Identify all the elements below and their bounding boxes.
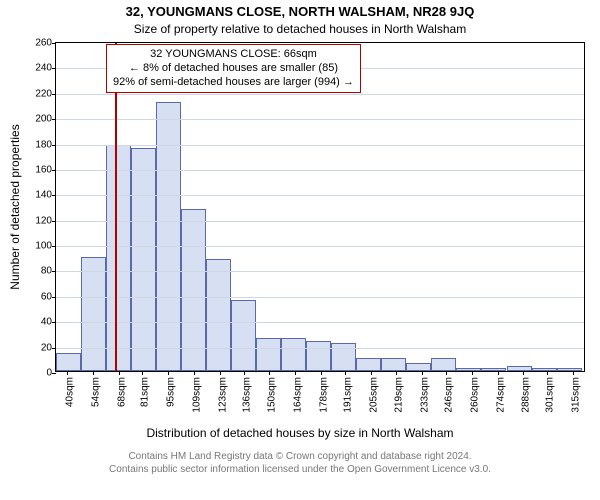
- callout-line-2: ← 8% of detached houses are smaller (85): [113, 62, 354, 76]
- x-tick-label: 260sqm: [463, 377, 480, 413]
- callout-line-3: 92% of semi-detached houses are larger (…: [113, 76, 354, 90]
- gridline: [56, 246, 584, 247]
- gridline: [56, 297, 584, 298]
- x-tick-label: 288sqm: [515, 377, 532, 413]
- x-tick-mark: [422, 371, 423, 375]
- bar: [256, 338, 281, 371]
- attribution-line-1: Contains HM Land Registry data © Crown c…: [0, 450, 600, 463]
- gridline: [56, 322, 584, 323]
- x-tick-mark: [269, 371, 270, 375]
- attribution-line-2: Contains public sector information licen…: [0, 463, 600, 476]
- bar: [456, 368, 481, 371]
- x-tick-mark: [472, 371, 473, 375]
- x-axis-title: Distribution of detached houses by size …: [0, 426, 600, 440]
- gridline: [56, 94, 584, 95]
- y-tick-mark: [52, 246, 56, 247]
- x-tick-mark: [194, 371, 195, 375]
- bar: [306, 341, 331, 371]
- y-axis-title: Number of detached properties: [8, 124, 22, 289]
- x-tick-mark: [244, 371, 245, 375]
- bar: [231, 300, 256, 371]
- bar: [481, 368, 506, 371]
- x-tick-label: 81sqm: [134, 377, 151, 407]
- gridline: [56, 271, 584, 272]
- callout-line-1: 32 YOUNGMANS CLOSE: 66sqm: [113, 48, 354, 62]
- x-tick-label: 164sqm: [287, 377, 304, 413]
- x-tick-mark: [93, 371, 94, 375]
- x-tick-mark: [371, 371, 372, 375]
- bar: [56, 353, 81, 371]
- y-tick-mark: [52, 348, 56, 349]
- x-tick-label: 40sqm: [59, 377, 76, 407]
- gridline: [56, 145, 584, 146]
- gridline: [56, 221, 584, 222]
- y-tick-mark: [52, 271, 56, 272]
- x-tick-mark: [321, 371, 322, 375]
- x-tick-label: 246sqm: [438, 377, 455, 413]
- x-tick-mark: [295, 371, 296, 375]
- bar: [106, 145, 131, 371]
- x-tick-mark: [396, 371, 397, 375]
- x-tick-label: 95sqm: [160, 377, 177, 407]
- gridline: [56, 119, 584, 120]
- bar: [381, 358, 406, 371]
- x-tick-label: 191sqm: [336, 377, 353, 413]
- x-tick-mark: [345, 371, 346, 375]
- x-tick-mark: [547, 371, 548, 375]
- y-tick-mark: [52, 170, 56, 171]
- bar: [431, 358, 456, 371]
- bar: [81, 257, 106, 371]
- x-tick-label: 233sqm: [414, 377, 431, 413]
- x-tick-mark: [523, 371, 524, 375]
- x-tick-label: 301sqm: [539, 377, 556, 413]
- bar: [356, 358, 381, 371]
- x-tick-label: 150sqm: [261, 377, 278, 413]
- y-tick-mark: [52, 94, 56, 95]
- bar: [131, 148, 156, 371]
- x-tick-mark: [119, 371, 120, 375]
- y-tick-mark: [52, 221, 56, 222]
- x-tick-label: 315sqm: [565, 377, 582, 413]
- x-tick-mark: [498, 371, 499, 375]
- x-tick-label: 274sqm: [489, 377, 506, 413]
- attribution-text: Contains HM Land Registry data © Crown c…: [0, 450, 600, 476]
- x-tick-label: 205sqm: [362, 377, 379, 413]
- bar: [156, 102, 181, 371]
- x-tick-mark: [142, 371, 143, 375]
- callout-box: 32 YOUNGMANS CLOSE: 66sqm ← 8% of detach…: [106, 44, 361, 93]
- x-tick-mark: [446, 371, 447, 375]
- chart-title-sub: Size of property relative to detached ho…: [0, 22, 600, 36]
- y-tick-mark: [52, 195, 56, 196]
- x-tick-label: 136sqm: [235, 377, 252, 413]
- x-tick-label: 123sqm: [211, 377, 228, 413]
- x-tick-label: 68sqm: [110, 377, 127, 407]
- y-tick-mark: [52, 43, 56, 44]
- x-tick-label: 54sqm: [84, 377, 101, 407]
- bar: [206, 259, 231, 371]
- bar: [557, 368, 582, 371]
- y-tick-mark: [52, 119, 56, 120]
- chart-title-main: 32, YOUNGMANS CLOSE, NORTH WALSHAM, NR28…: [0, 4, 600, 19]
- x-tick-mark: [168, 371, 169, 375]
- histogram-chart: 32, YOUNGMANS CLOSE, NORTH WALSHAM, NR28…: [0, 0, 600, 500]
- x-tick-mark: [67, 371, 68, 375]
- bar: [281, 338, 306, 371]
- y-tick-mark: [52, 322, 56, 323]
- gridline: [56, 195, 584, 196]
- y-tick-mark: [52, 373, 56, 374]
- y-tick-mark: [52, 297, 56, 298]
- x-tick-mark: [220, 371, 221, 375]
- y-tick-mark: [52, 68, 56, 69]
- y-tick-mark: [52, 145, 56, 146]
- bar: [532, 368, 557, 371]
- gridline: [56, 170, 584, 171]
- x-tick-label: 109sqm: [186, 377, 203, 413]
- bar: [507, 366, 532, 371]
- x-tick-label: 219sqm: [388, 377, 405, 413]
- gridline: [56, 348, 584, 349]
- x-tick-label: 178sqm: [313, 377, 330, 413]
- x-tick-mark: [573, 371, 574, 375]
- bar: [406, 363, 431, 371]
